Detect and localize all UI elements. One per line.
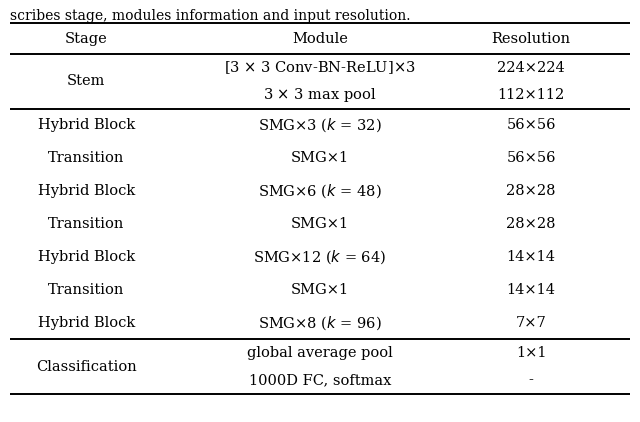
Text: 56×56: 56×56 <box>506 151 556 165</box>
Text: 1000D FC, softmax: 1000D FC, softmax <box>249 373 391 387</box>
Text: Hybrid Block: Hybrid Block <box>38 184 135 198</box>
Text: Hybrid Block: Hybrid Block <box>38 316 135 330</box>
Text: scribes stage, modules information and input resolution.: scribes stage, modules information and i… <box>10 9 410 23</box>
Text: global average pool: global average pool <box>247 346 393 360</box>
Text: Stem: Stem <box>67 74 106 89</box>
Text: SMG×6 ($k$ = 48): SMG×6 ($k$ = 48) <box>258 182 382 200</box>
Text: SMG×8 ($k$ = 96): SMG×8 ($k$ = 96) <box>258 314 382 332</box>
Text: Transition: Transition <box>48 151 125 165</box>
Text: SMG×3 ($k$ = 32): SMG×3 ($k$ = 32) <box>258 116 382 134</box>
Text: Stage: Stage <box>65 32 108 46</box>
Text: 14×14: 14×14 <box>507 250 556 264</box>
Text: 14×14: 14×14 <box>507 283 556 297</box>
Text: Hybrid Block: Hybrid Block <box>38 118 135 133</box>
Text: 56×56: 56×56 <box>506 118 556 133</box>
Text: 224×224: 224×224 <box>497 61 565 75</box>
Text: 28×28: 28×28 <box>506 217 556 231</box>
Text: Hybrid Block: Hybrid Block <box>38 250 135 264</box>
Text: Resolution: Resolution <box>492 32 571 46</box>
Text: 112×112: 112×112 <box>497 88 565 102</box>
Text: Classification: Classification <box>36 360 137 374</box>
Text: [3 $\times$ 3 Conv-BN-ReLU]$\times$3: [3 $\times$ 3 Conv-BN-ReLU]$\times$3 <box>224 60 416 76</box>
Text: Module: Module <box>292 32 348 46</box>
Text: 3 $\times$ 3 max pool: 3 $\times$ 3 max pool <box>263 86 377 104</box>
Text: -: - <box>529 373 534 387</box>
Text: 28×28: 28×28 <box>506 184 556 198</box>
Text: 1×1: 1×1 <box>516 346 547 360</box>
Text: SMG×1: SMG×1 <box>291 283 349 297</box>
Text: Transition: Transition <box>48 283 125 297</box>
Text: 7×7: 7×7 <box>516 316 547 330</box>
Text: Transition: Transition <box>48 217 125 231</box>
Text: SMG×12 ($k$ = 64): SMG×12 ($k$ = 64) <box>253 248 387 266</box>
Text: SMG×1: SMG×1 <box>291 151 349 165</box>
Text: SMG×1: SMG×1 <box>291 217 349 231</box>
